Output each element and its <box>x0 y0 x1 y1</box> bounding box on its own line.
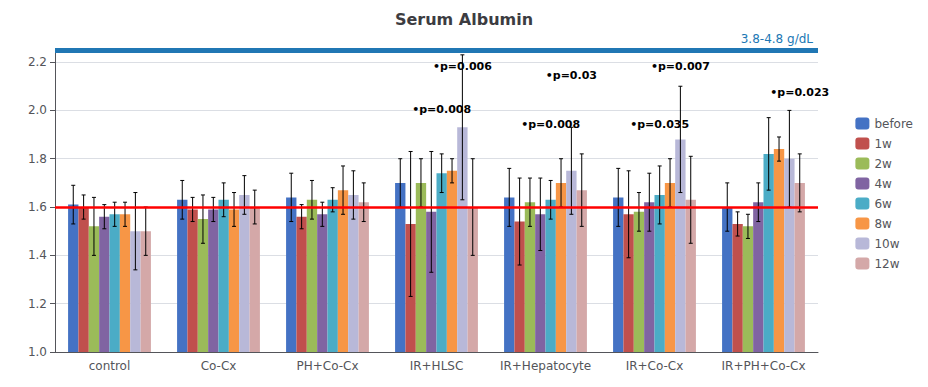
svg-text:1w: 1w <box>874 137 892 151</box>
svg-text:6w: 6w <box>874 197 892 211</box>
svg-text:•p=0.006: •p=0.006 <box>433 60 492 73</box>
svg-text:•p=0.008: •p=0.008 <box>412 103 471 116</box>
svg-text:•p=0.035: •p=0.035 <box>630 118 689 131</box>
svg-text:Serum Albumin: Serum Albumin <box>395 10 533 29</box>
svg-text:1.8: 1.8 <box>28 152 47 166</box>
svg-text:1.2: 1.2 <box>28 297 47 311</box>
svg-text:1.0: 1.0 <box>28 345 47 359</box>
svg-text:IR+HLSC: IR+HLSC <box>410 359 464 373</box>
svg-text:IR+Co-Cx: IR+Co-Cx <box>626 359 684 373</box>
svg-text:2.0: 2.0 <box>28 103 47 117</box>
svg-text:8w: 8w <box>874 217 892 231</box>
svg-text:IR+PH+Co-Cx: IR+PH+Co-Cx <box>722 359 806 373</box>
svg-text:PH+Co-Cx: PH+Co-Cx <box>296 359 358 373</box>
svg-text:12w: 12w <box>874 257 899 271</box>
svg-text:•p=0.007: •p=0.007 <box>651 60 710 73</box>
svg-text:1.4: 1.4 <box>28 248 47 262</box>
svg-text:•p=0.008: •p=0.008 <box>521 118 580 131</box>
svg-text:2w: 2w <box>874 157 892 171</box>
svg-text:IR+Hepatocyte: IR+Hepatocyte <box>500 359 591 373</box>
svg-text:10w: 10w <box>874 237 899 251</box>
svg-text:•p=0.023: •p=0.023 <box>770 86 829 99</box>
svg-text:2.2: 2.2 <box>28 55 47 69</box>
svg-text:4w: 4w <box>874 177 892 191</box>
svg-text:before: before <box>874 117 913 131</box>
svg-text:•p=0.03: •p=0.03 <box>546 69 597 82</box>
svg-text:1.6: 1.6 <box>28 200 47 214</box>
svg-text:control: control <box>89 359 131 373</box>
svg-text:3.8-4.8 g/dL: 3.8-4.8 g/dL <box>741 32 814 46</box>
svg-text:Co-Cx: Co-Cx <box>201 359 237 373</box>
